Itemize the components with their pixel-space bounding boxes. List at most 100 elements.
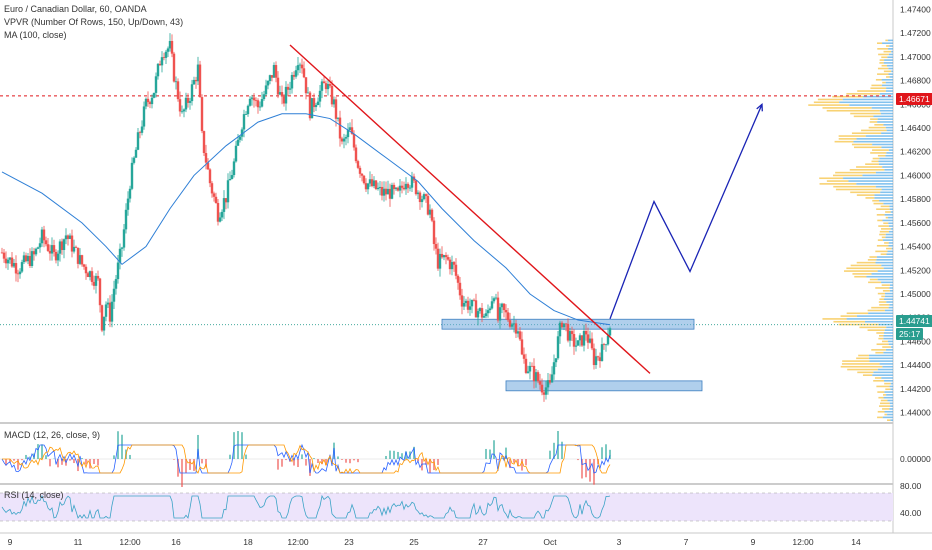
volume-profile-bar xyxy=(873,202,884,205)
macd-histogram-bar xyxy=(325,459,327,466)
candle-body xyxy=(98,278,102,306)
candle-body xyxy=(284,86,288,104)
volume-profile-bar xyxy=(879,405,891,407)
candle-body xyxy=(514,323,518,334)
volume-profile-bar xyxy=(881,264,893,267)
candle-body xyxy=(116,262,120,280)
volume-profile-bar xyxy=(844,270,878,272)
volume-profile-bar xyxy=(835,188,882,191)
candle-body xyxy=(538,381,542,385)
candle-body xyxy=(460,295,464,307)
volume-profile-bar xyxy=(856,183,893,185)
macd-histogram-bar xyxy=(345,459,347,463)
candle-body xyxy=(128,188,132,199)
volume-profile-bar xyxy=(882,340,888,343)
x-tick-label: 9 xyxy=(751,537,756,547)
volume-profile-bar xyxy=(871,84,882,87)
candle-body xyxy=(194,79,198,82)
volume-profile-bar xyxy=(888,242,893,244)
volume-profile-bar xyxy=(879,304,890,306)
volume-profile-bar xyxy=(883,380,893,382)
volume-profile-bar xyxy=(879,230,889,233)
candle-body xyxy=(570,331,574,335)
candle-body xyxy=(218,217,222,222)
candle-body xyxy=(88,271,92,278)
volume-profile-bar xyxy=(849,169,885,171)
candle-body xyxy=(110,301,114,322)
candle-body xyxy=(608,328,612,336)
volume-profile-bar xyxy=(873,380,884,382)
macd-histogram-bar xyxy=(57,459,59,468)
candle-body xyxy=(470,299,474,307)
volume-profile-bar xyxy=(841,363,880,365)
volume-profile-bar xyxy=(889,402,893,405)
volume-profile-bar xyxy=(838,138,857,140)
macd-histogram-bar xyxy=(61,459,63,465)
candle-body xyxy=(402,187,406,190)
volume-profile-bar xyxy=(882,166,893,168)
volume-profile-bar xyxy=(885,349,893,351)
candle-body xyxy=(396,187,400,191)
candle-body xyxy=(478,308,482,312)
volume-profile-bar xyxy=(882,416,893,419)
candle-body xyxy=(266,80,270,86)
candle-body xyxy=(4,258,8,264)
volume-profile-bar xyxy=(886,247,892,250)
macd-histogram-bar xyxy=(37,444,39,459)
macd-histogram-bar xyxy=(349,459,351,464)
rsi-line xyxy=(1,494,611,520)
volume-profile-bar xyxy=(887,340,893,343)
candle-body xyxy=(398,185,402,191)
volume-profile-bar xyxy=(882,365,893,368)
volume-profile-bar xyxy=(887,413,893,416)
x-tick-label: 7 xyxy=(684,537,689,547)
volume-profile-bar xyxy=(890,405,893,407)
candle-body xyxy=(358,167,362,174)
candle-body xyxy=(496,297,500,321)
volume-profile-bar xyxy=(835,171,876,174)
candle-body xyxy=(452,262,456,265)
candle-body xyxy=(598,357,602,362)
volume-profile-bar xyxy=(886,76,890,78)
candle-body xyxy=(380,186,384,196)
macd-histogram-bar xyxy=(13,459,15,461)
macd-histogram-bar xyxy=(201,459,203,464)
candle-body xyxy=(516,331,520,334)
volume-profile-bar xyxy=(868,281,882,284)
candle-body xyxy=(338,117,342,139)
y-tick-label: 1.47200 xyxy=(900,28,931,38)
candle-body xyxy=(352,133,356,148)
macd-histogram-bar xyxy=(605,444,607,459)
y-tick-label: 1.46400 xyxy=(900,123,931,133)
volume-profile-bar xyxy=(868,312,893,315)
candle-body xyxy=(384,188,388,195)
candle-body xyxy=(518,331,522,340)
candle-body xyxy=(544,387,548,395)
candle-body xyxy=(172,53,176,82)
volume-profile-bar xyxy=(879,334,884,337)
macd-histogram-bar xyxy=(405,451,407,459)
volume-profile-bar xyxy=(876,214,885,216)
candle-body xyxy=(366,183,370,190)
volume-profile-bar xyxy=(888,306,893,309)
resistance-price-tag: 1.46671 xyxy=(896,93,932,105)
volume-profile-bar xyxy=(813,101,840,104)
volume-profile-bar xyxy=(885,90,893,92)
volume-profile-bar xyxy=(886,45,890,47)
candle-body xyxy=(32,251,36,255)
volume-profile-bar xyxy=(891,70,893,73)
volume-profile-bar xyxy=(890,346,893,348)
macd-histogram-bar xyxy=(285,459,287,461)
volume-profile-bar xyxy=(884,410,893,413)
volume-profile-bar xyxy=(878,337,884,340)
volume-profile-bar xyxy=(880,112,893,115)
volume-profile-bar xyxy=(877,416,883,419)
candle-body xyxy=(52,245,56,252)
volume-profile-bar xyxy=(884,292,893,295)
candle-body xyxy=(566,323,570,341)
y-tick-label: 1.44400 xyxy=(900,360,931,370)
rsi-band xyxy=(0,493,893,521)
candle-body xyxy=(296,65,300,71)
candle-body xyxy=(512,323,516,325)
